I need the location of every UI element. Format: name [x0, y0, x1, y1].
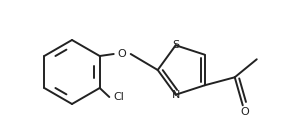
Text: N: N: [172, 90, 180, 100]
Text: S: S: [172, 40, 179, 50]
Text: Cl: Cl: [113, 92, 124, 102]
Text: O: O: [240, 107, 249, 117]
Text: O: O: [117, 49, 126, 59]
